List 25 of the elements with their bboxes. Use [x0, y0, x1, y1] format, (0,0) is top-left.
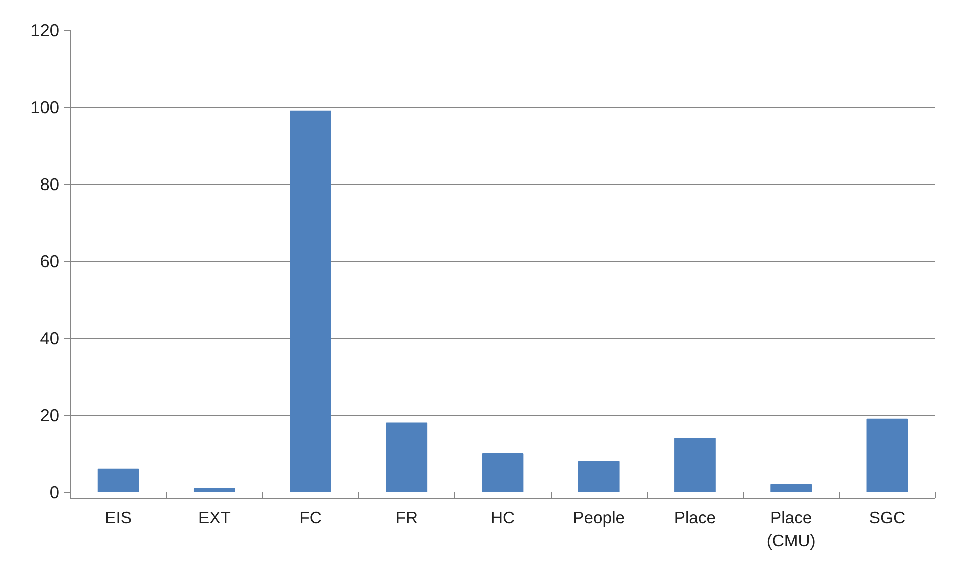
bar	[98, 468, 140, 492]
x-tick-label: SGC	[869, 508, 906, 528]
y-tick-label: 40	[40, 328, 60, 348]
bar	[194, 488, 236, 492]
y-tick-label: 120	[30, 20, 60, 40]
y-tick-label: 0	[50, 482, 60, 502]
x-tick-label: EXT	[198, 508, 231, 528]
bar	[770, 484, 812, 492]
bar	[290, 110, 332, 492]
x-tick-label: HC	[490, 508, 516, 528]
x-tick-label: People	[573, 508, 626, 528]
x-tick-label: EIS	[105, 508, 132, 528]
y-tick-label: 20	[40, 406, 60, 426]
bar	[482, 454, 524, 492]
bar	[578, 461, 620, 492]
y-tick-label: 80	[40, 174, 60, 194]
x-tick-label: FC	[300, 508, 322, 528]
x-tick-label: Place (CMU)	[766, 508, 816, 550]
bar	[674, 438, 716, 492]
y-tick-label: 100	[30, 98, 60, 118]
bar	[386, 422, 428, 492]
x-tick-label: FR	[396, 508, 418, 528]
y-tick-label: 60	[40, 252, 60, 272]
x-tick-label: Place	[674, 508, 716, 528]
bar	[866, 418, 908, 492]
